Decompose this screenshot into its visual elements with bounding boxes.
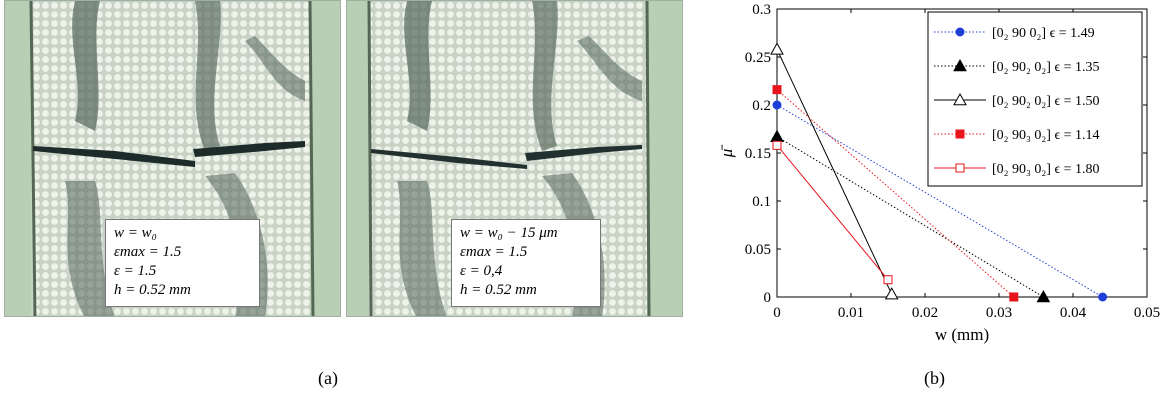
data-point xyxy=(772,85,782,95)
data-point xyxy=(1009,292,1019,302)
legend-item: [0₂ 90₂ 0₂] ϵ = 1.35 xyxy=(934,58,1100,75)
y-axis-label: μ̄ xyxy=(720,144,736,159)
series-2 xyxy=(770,129,1051,303)
data-point xyxy=(1036,289,1051,303)
legend-label: [0₂ 90₃ 0₂] ϵ = 1.80 xyxy=(992,162,1100,177)
data-point xyxy=(1098,292,1108,302)
legend-marker xyxy=(955,163,965,173)
param-line: ε = 1.5 xyxy=(114,263,157,279)
series-3 xyxy=(770,42,899,300)
x-tick-label: 0.03 xyxy=(986,305,1012,321)
data-point xyxy=(772,140,782,150)
y-tick-label: 0.25 xyxy=(745,50,771,66)
param-line: εmax = 1.5 xyxy=(114,244,182,260)
y-tick-label: 0.15 xyxy=(745,146,771,162)
legend-label: [0₂ 90 0₂] ϵ = 1.49 xyxy=(992,26,1095,41)
data-point xyxy=(884,287,899,300)
y-tick-label: 0.2 xyxy=(752,98,771,114)
x-tick-label: 0.01 xyxy=(838,305,864,321)
x-tick-label: 0 xyxy=(773,305,781,321)
param-line: ε = 0,4 xyxy=(460,263,503,279)
chart: 0 0.01 0.02 0.03 0.04 0.05 0 0.05 0.1 0.15 0.2 0.25… xyxy=(720,2,1160,344)
data-point xyxy=(770,42,784,55)
x-tick-label: 0.05 xyxy=(1134,305,1160,321)
param-line: h = 0.52 mm xyxy=(114,282,191,298)
legend-box xyxy=(927,11,1143,187)
series-layer xyxy=(770,42,1108,303)
data-point xyxy=(883,275,893,285)
legend-marker xyxy=(953,58,967,72)
series-4 xyxy=(772,85,1019,302)
param-line: h = 0.52 mm xyxy=(460,282,537,298)
param-line: εmax = 1.5 xyxy=(460,244,528,260)
param-line: w = w₀ − 15 μm xyxy=(460,225,558,241)
micrograph-left: w = w₀ εmax = 1.5 ε = 1.5 h = 0.52 mm xyxy=(4,0,341,317)
legend-marker xyxy=(953,92,967,106)
y-tick-label: 0.1 xyxy=(752,194,771,210)
legend-item: [0₂ 90₂ 0₂] ϵ = 1.50 xyxy=(934,92,1100,109)
micrograph-left-image xyxy=(5,1,340,316)
y-tick-label: 0.05 xyxy=(745,242,771,258)
caption-b: (b) xyxy=(924,368,945,388)
legend-marker xyxy=(955,27,965,37)
micrograph-right: w = w₀ − 15 μm εmax = 1.5 ε = 0,4 h = 0.… xyxy=(346,0,683,317)
legend-label: [0₂ 90₂ 0₂] ϵ = 1.35 xyxy=(992,60,1100,75)
data-point xyxy=(770,129,784,142)
x-axis-label: w (mm) xyxy=(935,325,989,344)
y-tick-label: 0 xyxy=(764,290,772,306)
legend-label: [0₂ 90₃ 0₂] ϵ = 1.14 xyxy=(992,128,1100,143)
series-1 xyxy=(772,100,1108,302)
legend-item: [0₂ 90 0₂] ϵ = 1.49 xyxy=(934,26,1095,41)
legend-marker xyxy=(955,129,965,139)
legend-label: [0₂ 90₂ 0₂] ϵ = 1.50 xyxy=(992,94,1100,109)
legend: [0₂ 90 0₂] ϵ = 1.49 [0₂ 90₂ 0₂] ϵ = 1.35 [… xyxy=(927,11,1143,187)
parameter-box-left: w = w₀ εmax = 1.5 ε = 1.5 h = 0.52 mm xyxy=(105,219,260,307)
param-line: w = w₀ xyxy=(114,225,157,241)
series-line xyxy=(776,136,1044,298)
data-point xyxy=(772,100,782,110)
legend-item: [0₂ 90₃ 0₂] ϵ = 1.80 xyxy=(934,162,1100,177)
caption-a: (a) xyxy=(318,368,338,388)
legend-item: [0₂ 90₃ 0₂] ϵ = 1.14 xyxy=(934,128,1100,143)
x-tick-label: 0.02 xyxy=(912,305,938,321)
series-line xyxy=(776,145,889,281)
series-5 xyxy=(772,140,893,285)
x-tick-label: 0.04 xyxy=(1060,305,1087,321)
y-tick-label: 0.3 xyxy=(752,2,771,18)
parameter-box-right: w = w₀ − 15 μm εmax = 1.5 ε = 0,4 h = 0.… xyxy=(451,219,601,307)
series-line xyxy=(776,49,893,295)
